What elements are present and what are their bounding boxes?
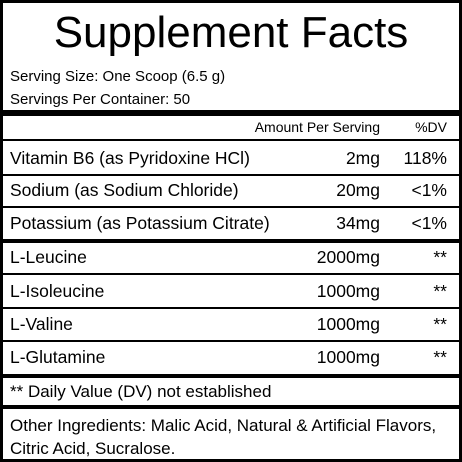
rule	[3, 273, 459, 275]
rule	[3, 206, 459, 208]
nutrient-amount: 34mg	[336, 213, 380, 233]
rule	[3, 174, 459, 176]
header-dv: %DV	[415, 119, 447, 135]
nutrient-dv: 118%	[403, 148, 447, 168]
footnote: ** Daily Value (DV) not established	[10, 382, 272, 401]
nutrient-name: L-Glutamine	[10, 347, 106, 367]
nutrient-dv: **	[433, 347, 447, 367]
thick-rule	[3, 405, 459, 409]
title: Supplement Facts	[53, 8, 409, 57]
serving-size: Serving Size: One Scoop (6.5 g)	[10, 68, 226, 85]
nutrient-name: Vitamin B6 (as Pyridoxine HCl)	[10, 148, 250, 168]
nutrient-amount: 2mg	[345, 148, 380, 168]
nutrient-dv: <1%	[411, 180, 447, 200]
servings-per-container: Servings Per Container: 50	[10, 91, 191, 108]
nutrient-amount: 1000mg	[316, 281, 380, 301]
other-ingredients: Other Ingredients: Malic Acid, Natural &…	[10, 416, 437, 458]
rule	[3, 139, 459, 141]
nutrient-dv: **	[433, 247, 447, 267]
nutrient-amount: 20mg	[336, 180, 380, 200]
nutrient-name: L-Leucine	[10, 247, 87, 267]
header-amount: Amount Per Serving	[254, 119, 380, 135]
rule	[3, 307, 459, 309]
thick-rule	[3, 374, 459, 378]
nutrient-name: Potassium (as Potassium Citrate)	[10, 213, 270, 233]
nutrient-amount: 1000mg	[316, 314, 380, 334]
nutrient-name: Sodium (as Sodium Chloride)	[10, 180, 239, 200]
nutrient-name: L-Isoleucine	[10, 281, 105, 301]
nutrient-amount: 2000mg	[316, 247, 380, 267]
nutrient-dv: <1%	[411, 213, 447, 233]
thick-rule	[3, 239, 459, 243]
rule	[3, 340, 459, 342]
nutrient-dv: **	[433, 281, 447, 301]
nutrient-amount: 1000mg	[316, 347, 380, 367]
thick-rule	[3, 110, 459, 116]
nutrient-dv: **	[433, 314, 447, 334]
nutrient-name: L-Valine	[10, 314, 73, 334]
